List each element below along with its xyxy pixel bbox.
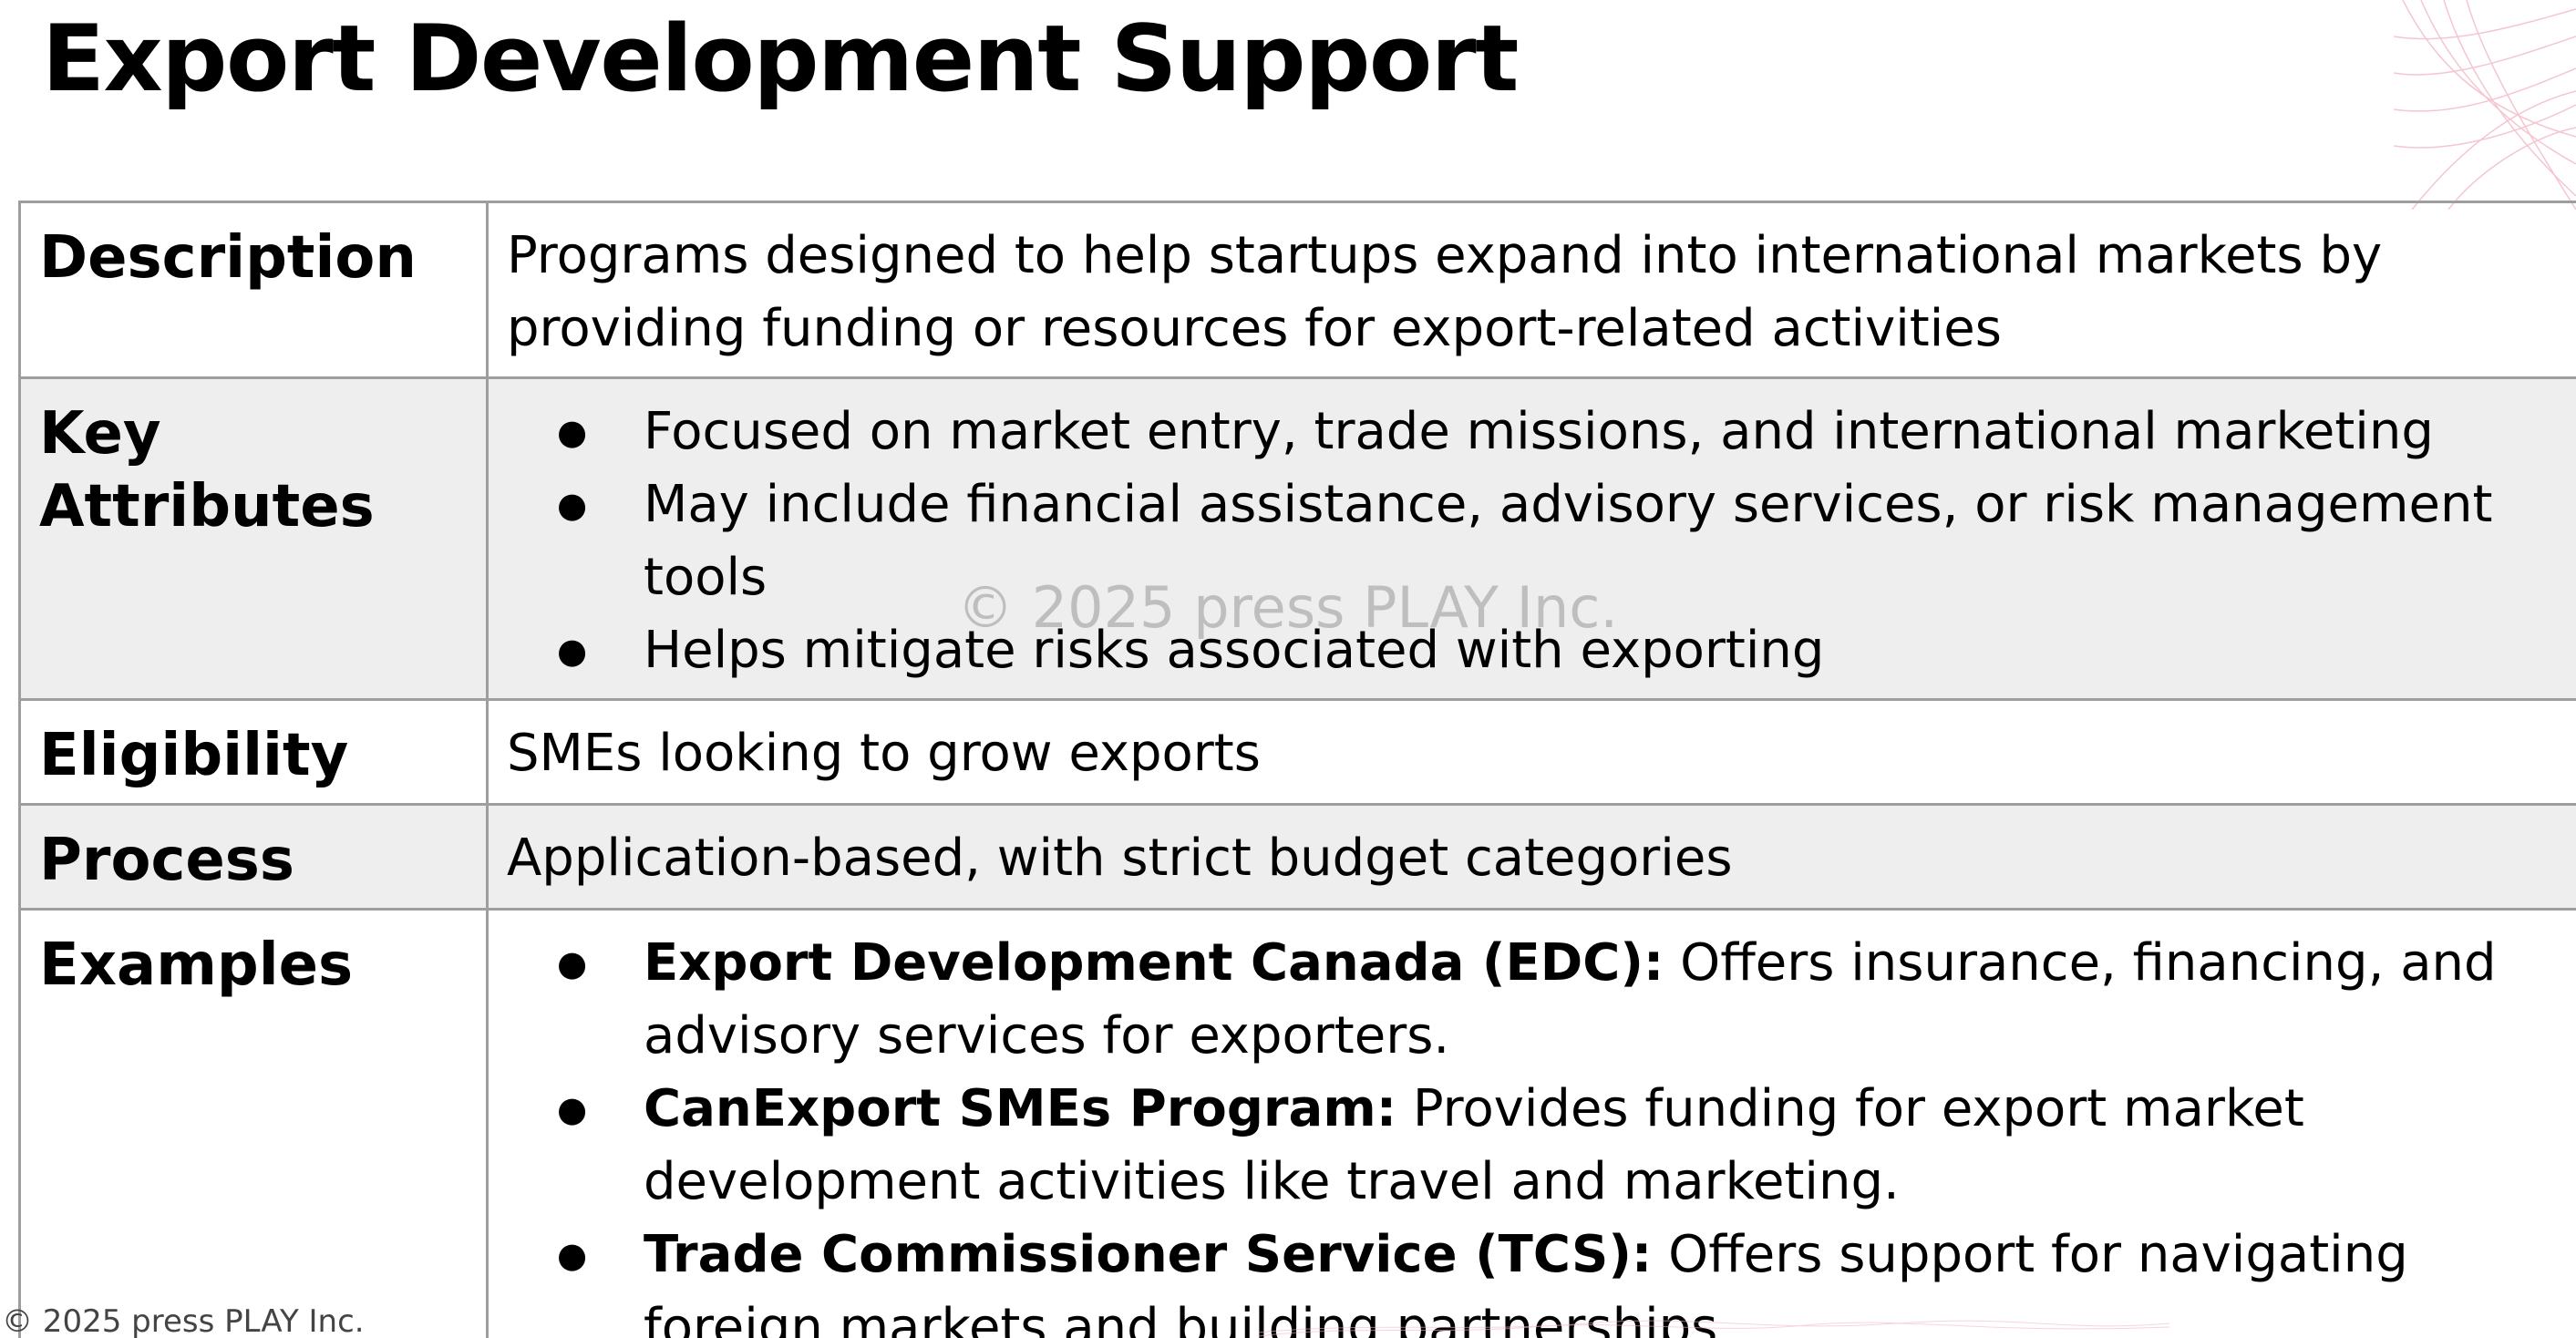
list-item: Helps mitigate risks associated with exp…: [507, 614, 2558, 687]
page-title: Export Development Support: [42, 5, 1519, 112]
row-label-description: Description: [18, 201, 489, 379]
label-line: Key: [39, 400, 161, 468]
copyright-footer: © 2025 press PLAY Inc.: [2, 1303, 365, 1338]
example-text: Offers insurance, financing, and advisor…: [644, 933, 2497, 1065]
list-item: CanExport SMEs Program: Provides funding…: [507, 1073, 2558, 1219]
info-table: Description Programs designed to help st…: [18, 201, 2576, 1338]
table-row-eligibility: Eligibility SMEs looking to grow exports: [18, 698, 2576, 806]
bullet-list: Focused on market entry, trade missions,…: [507, 396, 2558, 687]
table-row-examples: Examples Export Development Canada (EDC)…: [18, 908, 2576, 1338]
list-item: Trade Commissioner Service (TCS): Offers…: [507, 1219, 2558, 1338]
example-name: Trade Commissioner Service (TCS):: [644, 1225, 1653, 1284]
decorative-bottom-pattern: [1258, 1320, 2169, 1337]
example-name: CanExport SMEs Program:: [644, 1079, 1397, 1138]
row-value-examples: Export Development Canada (EDC): Offers …: [486, 908, 2576, 1338]
row-value-description: Programs designed to help startups expan…: [486, 201, 2576, 379]
table-row-description: Description Programs designed to help st…: [18, 201, 2576, 379]
list-item: May include financial assistance, adviso…: [507, 468, 2558, 614]
decorative-wave-graphic: [2394, 0, 2576, 210]
label-line: Attributes: [39, 473, 375, 540]
example-text: Provides funding for export market devel…: [644, 1079, 2304, 1211]
example-text: Offers support for navigating foreign ma…: [644, 1225, 2408, 1338]
row-label-key-attributes: Key Attributes: [18, 376, 489, 701]
table-row-process: Process Application-based, with strict b…: [18, 803, 2576, 911]
row-value-process: Application-based, with strict budget ca…: [486, 803, 2576, 911]
row-label-examples: Examples: [18, 908, 489, 1338]
table-row-key-attributes: Key Attributes Focused on market entry, …: [18, 376, 2576, 701]
bullet-list: Export Development Canada (EDC): Offers …: [507, 927, 2558, 1338]
row-label-eligibility: Eligibility: [18, 698, 489, 806]
row-label-process: Process: [18, 803, 489, 911]
list-item: Export Development Canada (EDC): Offers …: [507, 927, 2558, 1073]
example-name: Export Development Canada (EDC):: [644, 933, 1664, 993]
row-value-eligibility: SMEs looking to grow exports: [486, 698, 2576, 806]
row-value-key-attributes: Focused on market entry, trade missions,…: [486, 376, 2576, 701]
list-item: Focused on market entry, trade missions,…: [507, 396, 2558, 468]
